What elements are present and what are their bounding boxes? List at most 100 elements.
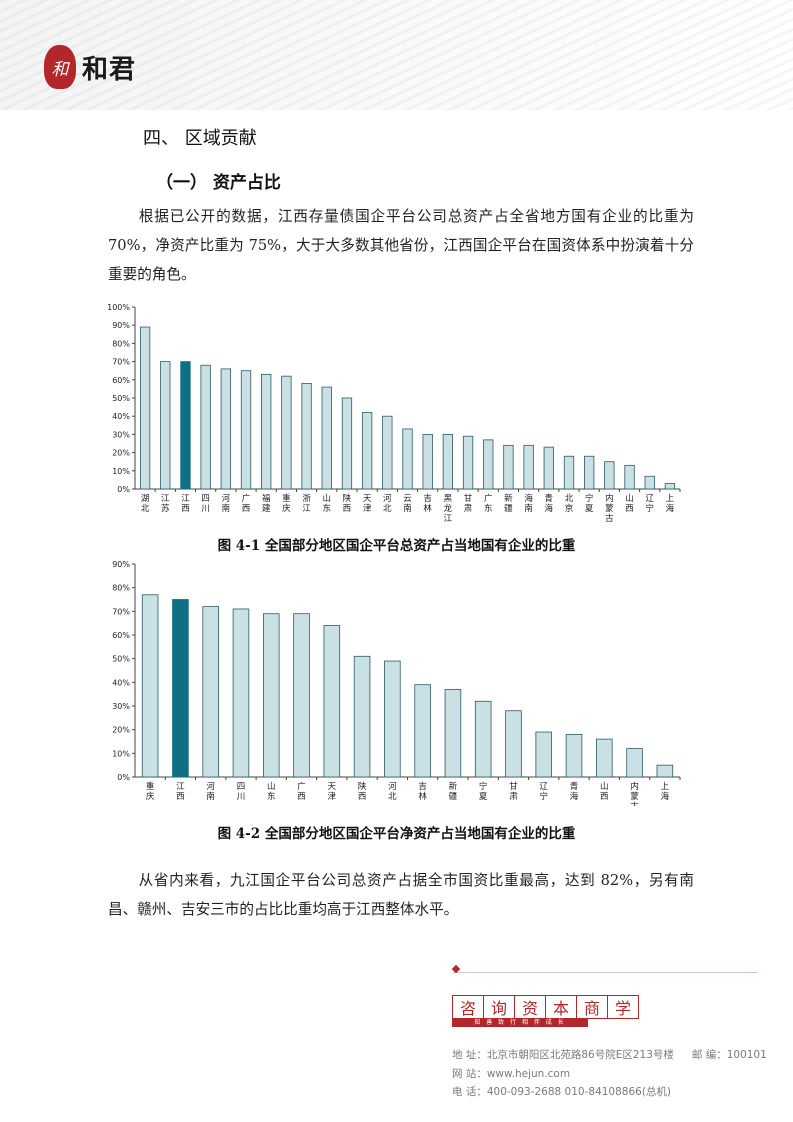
bar: [220, 368, 231, 490]
x-tick-label: 云南: [403, 494, 412, 514]
x-tick-label: 四川: [237, 782, 246, 802]
x-tick-label: 宁夏: [479, 781, 488, 802]
x-tick-label: 浙江: [302, 493, 311, 514]
stamp-char: 本: [545, 995, 577, 1019]
bar: [535, 731, 553, 778]
bar: [604, 461, 615, 490]
bar: [596, 738, 613, 778]
x-tick-label: 河南: [206, 781, 215, 802]
y-tick-label: 50%: [112, 394, 130, 403]
bar: [384, 660, 401, 778]
paragraph-intro-text: 根据已公开的数据，江西存量债国企平台公司总资产占全省地方国有企业的比重为 70%…: [108, 208, 694, 283]
stamp-char: 学: [607, 995, 639, 1019]
x-tick-label: 广西: [242, 493, 251, 514]
bar: [323, 625, 341, 778]
section-title: 四、 区域贡献: [143, 128, 257, 149]
bar: [141, 594, 159, 778]
x-tick-label: 河北: [383, 493, 392, 514]
brand-logo: 和 和君: [44, 45, 136, 89]
x-tick-label: 上海: [661, 782, 670, 802]
x-tick-label: 吉林: [418, 782, 427, 802]
bar: [232, 608, 250, 778]
y-tick-label: 40%: [112, 678, 130, 687]
y-tick-label: 80%: [112, 339, 130, 348]
y-tick-label: 10%: [112, 749, 130, 758]
bar: [644, 475, 655, 490]
bar: [422, 433, 433, 490]
x-tick-label: 北京: [565, 494, 574, 514]
x-tick-label: 宁夏: [585, 493, 594, 514]
y-tick-label: 10%: [112, 467, 130, 476]
x-tick-label: 江西: [176, 782, 185, 802]
x-tick-label: 重庆: [146, 781, 155, 802]
x-tick-label: 吉林: [423, 494, 432, 514]
bar: [361, 412, 373, 490]
bar: [281, 375, 292, 490]
bar: [656, 764, 674, 778]
y-tick-label: 90%: [112, 560, 130, 569]
bar: [462, 435, 474, 490]
x-tick-label: 山东: [323, 493, 332, 514]
bar: [301, 383, 312, 490]
brand-seal-icon: 和: [44, 45, 76, 89]
bar: [523, 444, 534, 490]
y-tick-label: 0%: [117, 773, 130, 782]
x-tick-label: 青海: [570, 781, 579, 802]
x-tick-label: 河北: [388, 781, 397, 802]
bar: [543, 446, 554, 490]
y-tick-label: 30%: [112, 430, 130, 439]
x-tick-label: 内蒙古: [630, 781, 639, 806]
header-band: [0, 0, 793, 110]
x-tick-label: 山东: [267, 781, 276, 802]
section-subtitle: （一） 资产占比: [156, 173, 281, 193]
x-tick-label: 广东: [484, 493, 493, 514]
bar: [261, 373, 272, 490]
y-tick-label: 20%: [112, 449, 130, 458]
x-tick-label: 河南: [222, 493, 231, 514]
y-tick-label: 100%: [107, 303, 130, 312]
bar: [402, 428, 413, 490]
y-tick-label: 50%: [112, 655, 130, 664]
x-tick-label: 福建: [262, 493, 271, 514]
x-tick-label: 天津: [363, 494, 372, 514]
bar: [442, 433, 454, 490]
y-tick-label: 20%: [112, 726, 130, 735]
bar: [414, 684, 431, 778]
bar: [321, 386, 332, 490]
bar: [624, 464, 635, 490]
x-tick-label: 陕西: [358, 781, 367, 802]
y-tick-label: 70%: [112, 358, 130, 367]
bar: [382, 415, 393, 490]
x-tick-label: 上海: [666, 494, 675, 514]
bar: [172, 599, 189, 778]
chart-total-assets: 0% 10% 20% 30% 40% 50% 60% 70% 80% 90% 100% 湖北江苏江西四…: [107, 303, 681, 524]
bar: [240, 370, 252, 490]
bar: [202, 606, 219, 778]
chart-total-assets-caption: 图 4-1 全国部分地区国企平台总资产占当地国有企业的比重: [217, 538, 576, 554]
y-tick-label: 60%: [112, 631, 130, 640]
paragraph-intro: 根据已公开的数据，江西存量债国企平台公司总资产占全省地方国有企业的比重为 70%…: [108, 202, 694, 289]
stamp-char: 商: [576, 995, 608, 1019]
bar: [664, 483, 676, 490]
bar: [341, 397, 353, 490]
x-tick-label: 青海: [545, 493, 554, 514]
x-tick-label: 新疆: [449, 781, 458, 802]
stamp-char: 咨: [452, 995, 484, 1019]
y-tick-label: 30%: [112, 702, 130, 711]
bar: [505, 710, 522, 778]
paragraph-province-text: 从省内来看，九江国企平台公司总资产占据全市国资比重最高，达到 82%，另有南昌、…: [108, 872, 694, 918]
chart-net-assets-caption: 图 4-2 全国部分地区国企平台净资产占当地国有企业的比重: [217, 826, 576, 842]
bar: [584, 455, 595, 490]
x-tick-label: 内蒙古: [605, 493, 614, 524]
x-tick-label: 海南: [524, 493, 533, 514]
footer-phone: 电 话：400-093-2688 010-84108866(总机): [452, 1086, 672, 1098]
x-tick-label: 辽宁: [645, 494, 654, 514]
x-tick-label: 江西: [181, 494, 190, 514]
x-tick-label: 黑龙江: [444, 494, 453, 524]
footer-website: 网 站：www.hejun.com: [452, 1068, 571, 1080]
bar: [139, 326, 151, 490]
footer-stamp-subtitle: 知 善 致 行 相 伴 成 长: [452, 1019, 588, 1027]
y-tick-label: 60%: [112, 376, 130, 385]
x-tick-label: 四川: [201, 494, 210, 514]
footer-divider: [453, 972, 758, 973]
